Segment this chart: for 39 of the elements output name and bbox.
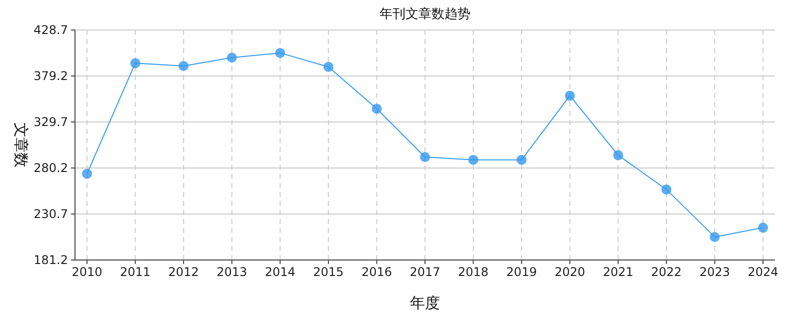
point	[372, 104, 382, 114]
point	[613, 150, 624, 160]
x-tick-label: 2016	[361, 265, 392, 279]
y-tick-label: 428.7	[34, 23, 68, 37]
point	[323, 62, 334, 72]
x-tick-label: 2024	[748, 265, 778, 279]
x-tick-label: 2013	[216, 265, 248, 279]
x-tick-label: 2010	[72, 265, 102, 279]
y-tick-label: 280.2	[34, 161, 68, 175]
chart-title: 年刊文章数趋势	[380, 7, 470, 22]
y-tick-label: 329.7	[34, 115, 68, 129]
point	[275, 48, 286, 58]
point	[661, 184, 672, 195]
x-axis-title: 年度	[410, 294, 440, 312]
x-tick-label: 2012	[168, 265, 199, 279]
point	[82, 168, 92, 179]
y-tick-label: 230.7	[34, 207, 68, 221]
x-tick-label: 2022	[651, 265, 682, 279]
x-tick-label: 2020	[554, 265, 586, 279]
x-tick-label: 2015	[313, 265, 344, 279]
point	[130, 58, 140, 68]
x-tick-label: 2014	[264, 265, 296, 279]
point	[226, 52, 237, 63]
point	[758, 222, 768, 233]
point	[178, 60, 189, 71]
x-tick-label: 2021	[602, 265, 634, 279]
y-axis-title: 文章数	[12, 122, 30, 168]
x-tick-label: 2018	[458, 265, 489, 279]
point	[516, 154, 527, 165]
point	[710, 232, 720, 242]
y-tick-label: 181.2	[34, 253, 68, 267]
x-tick-label: 2017	[410, 265, 440, 279]
x-tick-label: 2019	[506, 265, 537, 279]
y-tick-label: 379.2	[34, 69, 68, 83]
point	[420, 152, 430, 162]
point	[564, 90, 575, 101]
x-tick-label: 2023	[699, 265, 730, 279]
x-tick-label: 2011	[120, 265, 151, 279]
point	[468, 154, 478, 165]
